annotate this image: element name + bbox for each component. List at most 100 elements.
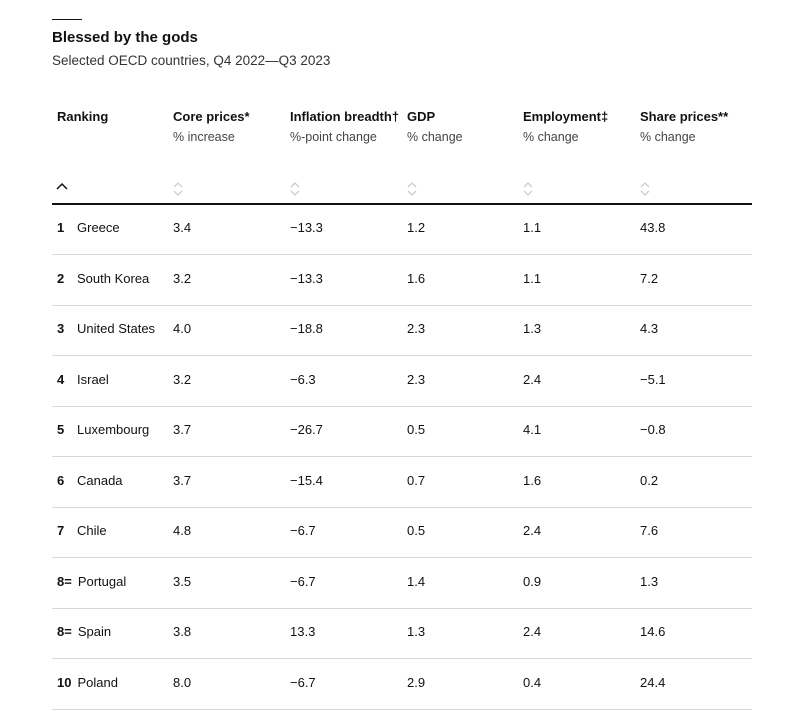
country: South Korea [77, 270, 150, 286]
country: Spain [77, 624, 112, 639]
row-label: 2 South Korea [57, 271, 149, 286]
cell: 3.2 [173, 371, 192, 387]
title: Blessed by the gods [52, 29, 198, 46]
row-rule [52, 607, 752, 609]
country: Portugal [77, 573, 127, 589]
row-label: 8= Portugal [57, 574, 126, 589]
cell: 2.9 [407, 674, 426, 690]
rank: 5 [57, 422, 65, 437]
cell: 0.5 [407, 422, 426, 437]
cell: −18.8 [290, 321, 323, 336]
header-rule [52, 203, 752, 205]
column-unit: % change [640, 130, 696, 144]
rank: 8= [57, 573, 72, 589]
cell: 1.6 [523, 472, 542, 488]
cell: 8.0 [173, 674, 192, 690]
country: United States [77, 321, 156, 336]
rank: 1 [57, 220, 65, 235]
cell: −0.8 [640, 422, 666, 437]
column-header[interactable]: Core prices* [173, 109, 250, 124]
row-rule [52, 506, 752, 508]
cell: 3.4 [173, 220, 192, 235]
column-header[interactable]: Ranking [57, 109, 109, 124]
sort-icon[interactable] [288, 180, 302, 203]
cell: −26.7 [290, 422, 323, 437]
cell: 3.2 [173, 270, 192, 286]
cell: 1.6 [407, 270, 426, 286]
cell: 0.9 [523, 573, 542, 589]
cell: 2.3 [407, 371, 426, 387]
rank: 10 [57, 674, 72, 690]
cell: 4.3 [640, 321, 659, 336]
cell: 0.5 [407, 523, 426, 538]
row-label: 8= Spain [57, 624, 111, 639]
cell: −15.4 [290, 472, 323, 488]
column-header[interactable]: Employment‡ [523, 109, 609, 124]
row-label: 10 Poland [57, 675, 118, 690]
row-rule [52, 456, 752, 457]
cell: 1.1 [523, 220, 542, 235]
column-unit: % increase [173, 130, 235, 144]
rank: 7 [57, 523, 65, 538]
row-label: 3 United States [57, 321, 155, 336]
cell: 1.1 [523, 270, 542, 286]
cell: 0.4 [523, 674, 542, 690]
rank: 8= [57, 624, 72, 639]
sort-icon[interactable] [171, 180, 185, 203]
country: Canada [77, 472, 123, 488]
rank: 6 [57, 472, 65, 488]
row-label: 4 Israel [57, 372, 109, 387]
cell: −13.3 [290, 270, 323, 286]
cell: 43.8 [640, 220, 666, 235]
row-rule [52, 304, 752, 306]
row-rule [52, 254, 752, 255]
cell: 7.6 [640, 523, 659, 538]
row-label: 6 Canada [57, 473, 123, 488]
cell: 4.0 [173, 321, 192, 336]
cell: 24.4 [640, 674, 666, 690]
column-unit: % change [523, 130, 579, 144]
column-unit: %-point change [290, 130, 377, 144]
cell: 1.3 [407, 624, 426, 639]
cell: 0.2 [640, 472, 659, 488]
cell: 1.3 [640, 573, 659, 589]
rank: 4 [57, 371, 65, 387]
column-header[interactable]: GDP [407, 109, 436, 124]
rank: 3 [57, 321, 65, 336]
cell: 1.2 [407, 220, 426, 235]
row-label: 7 Chile [57, 523, 107, 538]
column-header[interactable]: Share prices** [640, 109, 729, 124]
cell: 0.7 [407, 472, 426, 488]
cell: 3.7 [173, 472, 192, 488]
cell: −6.7 [290, 674, 316, 690]
country: Chile [77, 523, 107, 538]
cell: 13.3 [290, 624, 316, 639]
country: Israel [77, 371, 109, 387]
cell: 2.4 [523, 371, 542, 387]
row-rule [52, 708, 752, 710]
column-unit: % change [407, 130, 463, 144]
cell: 2.4 [523, 523, 542, 538]
cell: −13.3 [290, 220, 323, 235]
sort-icon[interactable] [55, 180, 69, 199]
sort-icon[interactable] [638, 180, 652, 203]
cell: 4.1 [523, 422, 542, 437]
cell: −6.7 [290, 573, 316, 589]
cell: 3.5 [173, 573, 192, 589]
cell: 2.4 [523, 624, 542, 639]
country: Greece [77, 220, 120, 235]
subtitle: Selected OECD countries, Q4 2022—Q3 2023 [52, 53, 331, 68]
cell: −6.7 [290, 523, 316, 538]
cell: 3.8 [173, 624, 192, 639]
cell: 7.2 [640, 270, 659, 286]
sort-icon[interactable] [521, 180, 535, 203]
country: Luxembourg [77, 422, 150, 437]
country: Poland [77, 674, 118, 690]
sort-icon[interactable] [405, 180, 419, 203]
column-header[interactable]: Inflation breadth† [290, 109, 400, 124]
cell: 1.3 [523, 321, 542, 336]
cell: 1.4 [407, 573, 426, 589]
top-rule [52, 19, 82, 20]
cell: −5.1 [640, 371, 666, 387]
